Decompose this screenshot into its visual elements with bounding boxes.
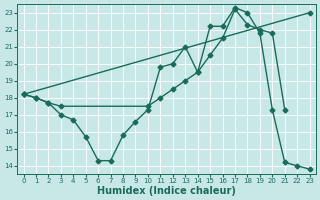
X-axis label: Humidex (Indice chaleur): Humidex (Indice chaleur) (97, 186, 236, 196)
